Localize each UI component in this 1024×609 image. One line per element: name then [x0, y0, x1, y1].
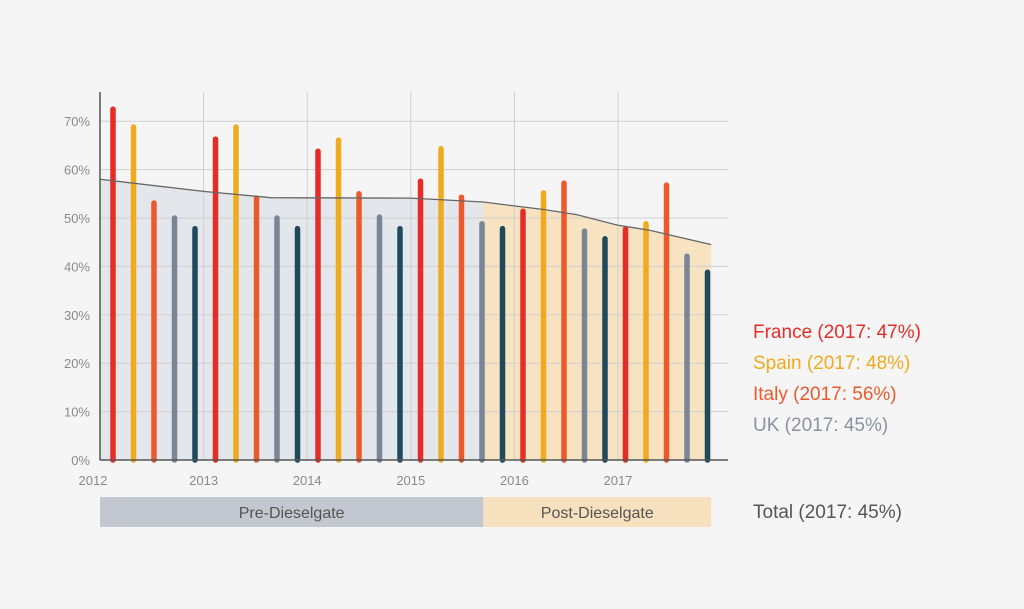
legend: France (2017: 47%) Spain (2017: 48%) Italy… [753, 322, 921, 523]
period-shade [100, 179, 484, 460]
period-label: Post-Dieselgate [541, 505, 654, 522]
y-tick-label: 60% [64, 163, 90, 178]
legend-item: France (2017: 47%) [753, 322, 921, 343]
x-tick-label: 2012 [79, 473, 108, 488]
total-line [99, 178, 712, 246]
x-tick-label: 2014 [293, 473, 322, 488]
period-label: Pre-Dieselgate [239, 505, 345, 522]
y-tick-label: 0% [71, 453, 90, 468]
y-tick-label: 40% [64, 259, 90, 274]
y-tick-labels: 0% 10% 20% 30% 40% 50% 60% 70% [64, 114, 90, 468]
period-band [100, 497, 484, 527]
y-tick-label: 70% [64, 114, 90, 129]
x-tick-labels: 2012 2013 2014 2015 2016 2017 [79, 473, 633, 488]
period-bands: Pre-Dieselgate Post-Dieselgate [100, 497, 712, 527]
y-tick-label: 50% [64, 211, 90, 226]
y-tick-label: 20% [64, 356, 90, 371]
total-area [100, 179, 712, 460]
x-tick-label: 2016 [500, 473, 529, 488]
legend-total: Total (2017: 45%) [753, 502, 902, 523]
legend-item: Spain (2017: 48%) [753, 353, 910, 374]
x-tick-label: 2015 [396, 473, 425, 488]
gridlines [100, 92, 728, 460]
x-tick-label: 2013 [189, 473, 218, 488]
y-tick-label: 30% [64, 308, 90, 323]
x-tick-label: 2017 [604, 473, 633, 488]
period-band [483, 497, 712, 527]
legend-item: UK (2017: 45%) [753, 415, 888, 436]
legend-item: Italy (2017: 56%) [753, 384, 897, 405]
axes [99, 92, 728, 461]
period-shade [483, 202, 712, 460]
y-tick-label: 10% [64, 405, 90, 420]
